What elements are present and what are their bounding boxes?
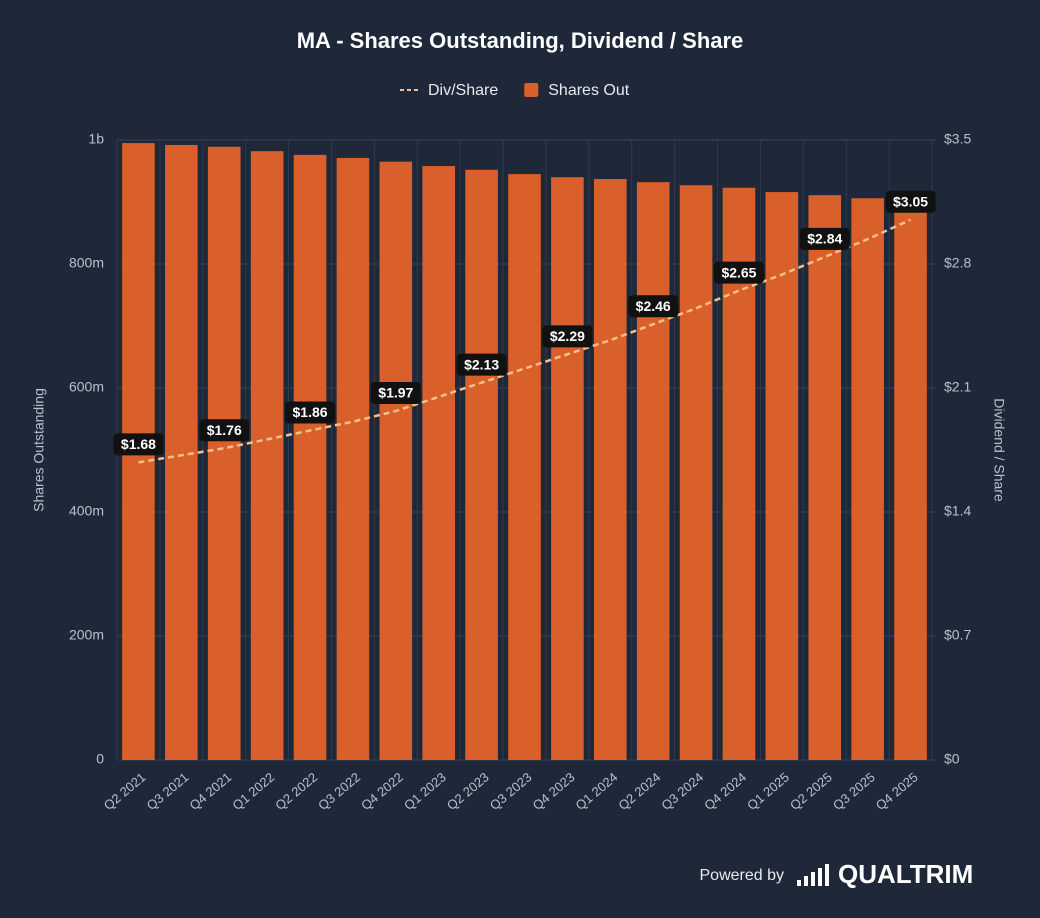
- y-tick-label: 200m: [69, 627, 104, 643]
- bar: [422, 166, 456, 761]
- bar: [508, 174, 541, 761]
- data-label-bg: [885, 190, 936, 213]
- y-tick-label: 0: [96, 751, 104, 767]
- data-label-bg: [370, 382, 421, 405]
- legend: Div/Share Shares Out: [400, 82, 630, 99]
- data-label-bg: [628, 295, 679, 318]
- legend-label: Shares Out: [548, 82, 629, 99]
- plot: [116, 139, 933, 761]
- data-label: $1.68: [121, 436, 156, 452]
- bar: [636, 182, 670, 760]
- y-tick-label: 800m: [69, 255, 104, 271]
- bar: [379, 161, 413, 760]
- bar: [293, 154, 327, 760]
- data-label: $1.97: [378, 385, 413, 401]
- y-axis-title: Shares Outstanding: [31, 388, 47, 512]
- powered-by: Powered by: [700, 867, 785, 884]
- data-label: $2.29: [550, 328, 585, 344]
- y2-tick-label: $3.5: [944, 131, 971, 147]
- y2-tick-label: $0: [944, 751, 960, 767]
- bar: [851, 198, 884, 760]
- brand: QUALTRIM: [838, 859, 973, 889]
- data-label: $2.13: [464, 356, 499, 372]
- brand-icon: [797, 864, 829, 886]
- bar: [250, 151, 284, 760]
- y2-tick-label: $1.4: [944, 503, 971, 519]
- data-label-bg: [456, 353, 507, 376]
- chart-title: MA - Shares Outstanding, Dividend / Shar…: [297, 28, 744, 53]
- bar: [551, 177, 584, 760]
- data-label-bg: [542, 325, 593, 348]
- bar: [894, 200, 927, 760]
- y2-tick-label: $2.8: [944, 255, 971, 271]
- line: [138, 218, 912, 464]
- data-label-bg: [285, 401, 336, 424]
- legend-label: Div/Share: [428, 82, 498, 99]
- bar: [207, 146, 241, 760]
- data-label: $1.76: [207, 422, 242, 438]
- data-label-bg: [113, 433, 164, 456]
- data-label: $2.46: [636, 298, 671, 314]
- bar: [679, 185, 713, 760]
- y-tick-label: 400m: [69, 503, 104, 519]
- bar: [593, 179, 627, 760]
- data-label: $2.65: [721, 264, 756, 280]
- y2-tick-label: $0.7: [944, 627, 971, 643]
- data-label: $1.86: [293, 404, 328, 420]
- legend-swatch: [524, 83, 539, 97]
- bar: [765, 192, 799, 760]
- data-label-bg: [713, 261, 764, 284]
- y2-tick-label: $2.1: [944, 379, 971, 395]
- data-label-bg: [799, 227, 850, 250]
- bar: [465, 169, 498, 760]
- data-label: $2.84: [807, 231, 842, 247]
- bar: [808, 195, 842, 760]
- y-tick-label: 1b: [88, 131, 104, 147]
- y2-axis-title: Dividend / Share: [991, 398, 1007, 502]
- data-label: $3.05: [893, 193, 928, 209]
- data-label-bg: [199, 419, 250, 442]
- y-tick-label: 600m: [69, 379, 104, 395]
- bar: [336, 157, 370, 761]
